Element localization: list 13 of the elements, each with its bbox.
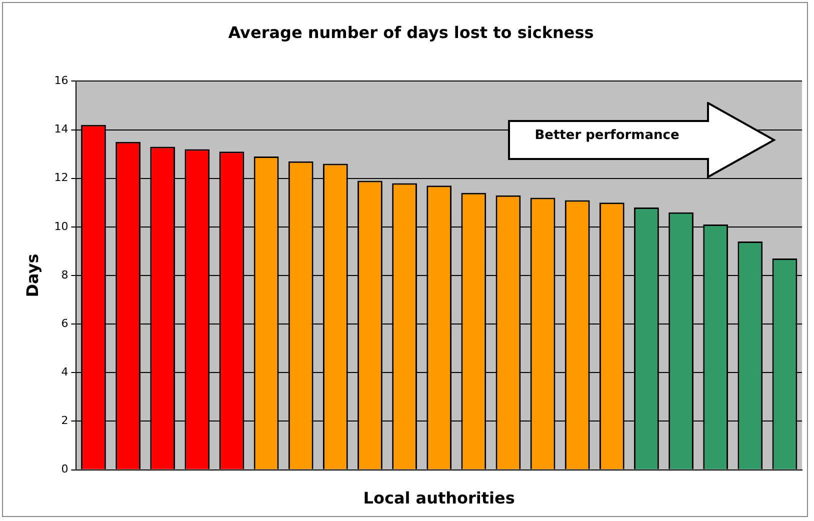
y-tick-label: 0	[61, 462, 68, 476]
y-tick-label: 6	[61, 316, 68, 330]
y-tick-label: 14	[54, 122, 68, 136]
y-tick-label: 16	[54, 74, 68, 88]
x-axis-title: Local authorities	[363, 488, 515, 508]
chart-title: Average number of days lost to sickness	[228, 22, 594, 42]
annotation: Better performance	[534, 128, 680, 143]
y-tick-label: 4	[61, 366, 68, 379]
y-tick-label: 12	[54, 171, 68, 184]
y-tick-label: 10	[54, 220, 68, 233]
y-axis-title: Days	[22, 254, 42, 298]
y-tick-label: 2	[61, 414, 68, 428]
y-tick-label: 8	[61, 268, 68, 282]
